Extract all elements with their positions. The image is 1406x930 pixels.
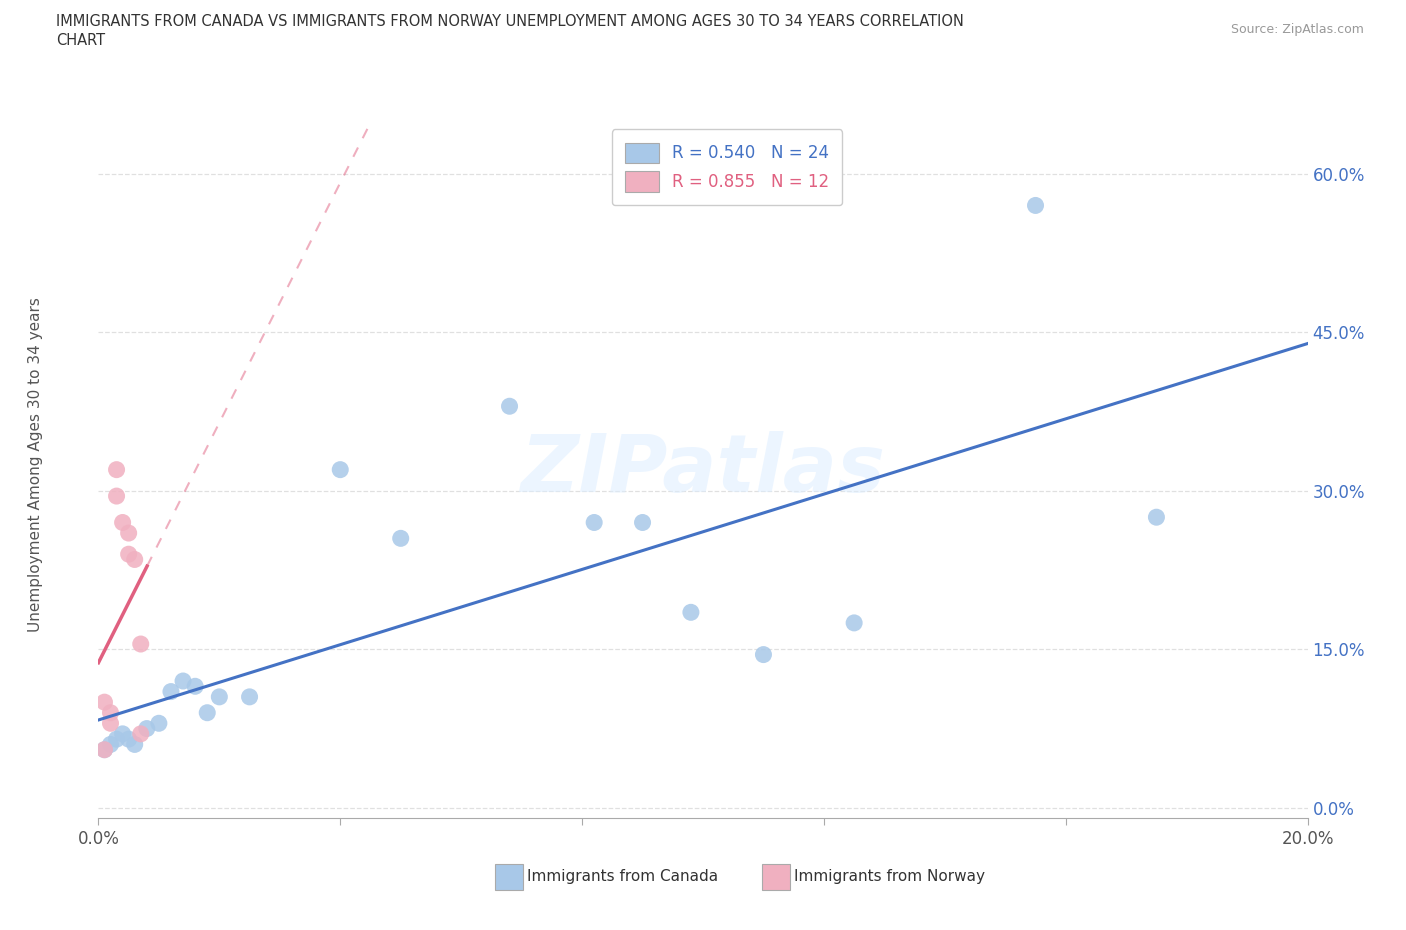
Point [195, 705, 218, 720]
Point [93, 695, 115, 710]
Point [118, 547, 141, 562]
Point [129, 726, 152, 741]
Point [498, 399, 520, 414]
Point [148, 716, 170, 731]
Point [111, 515, 134, 530]
Text: CHART: CHART [56, 33, 105, 47]
Point [1024, 198, 1046, 213]
Text: Immigrants from Norway: Immigrants from Norway [794, 870, 986, 884]
Text: Source: ZipAtlas.com: Source: ZipAtlas.com [1230, 23, 1364, 36]
Point [329, 462, 352, 477]
Point [124, 552, 146, 567]
Point [844, 616, 866, 631]
Point [105, 462, 128, 477]
Text: Immigrants from Canada: Immigrants from Canada [527, 870, 718, 884]
Point [1144, 510, 1167, 525]
Point [111, 726, 134, 741]
Legend: R = 0.540   N = 24, R = 0.855   N = 12: R = 0.540 N = 24, R = 0.855 N = 12 [612, 129, 842, 205]
Point [172, 673, 194, 688]
Text: Unemployment Among Ages 30 to 34 years: Unemployment Among Ages 30 to 34 years [28, 298, 42, 632]
Point [583, 515, 606, 530]
Point [129, 637, 152, 652]
Point [752, 647, 775, 662]
Text: IMMIGRANTS FROM CANADA VS IMMIGRANTS FROM NORWAY UNEMPLOYMENT AMONG AGES 30 TO 3: IMMIGRANTS FROM CANADA VS IMMIGRANTS FRO… [56, 14, 965, 29]
Point [160, 684, 183, 699]
Point [100, 737, 122, 751]
Point [118, 525, 141, 540]
Point [124, 737, 146, 751]
Point [679, 604, 702, 619]
Point [135, 721, 157, 736]
Point [184, 679, 207, 694]
Point [389, 531, 412, 546]
Text: ZIPatlas: ZIPatlas [520, 431, 886, 509]
Point [105, 488, 128, 503]
Point [105, 732, 128, 747]
Point [631, 515, 654, 530]
Point [239, 689, 262, 704]
Point [93, 742, 115, 757]
Point [118, 732, 141, 747]
Point [93, 742, 115, 757]
Point [208, 689, 231, 704]
Point [100, 716, 122, 731]
Point [100, 705, 122, 720]
